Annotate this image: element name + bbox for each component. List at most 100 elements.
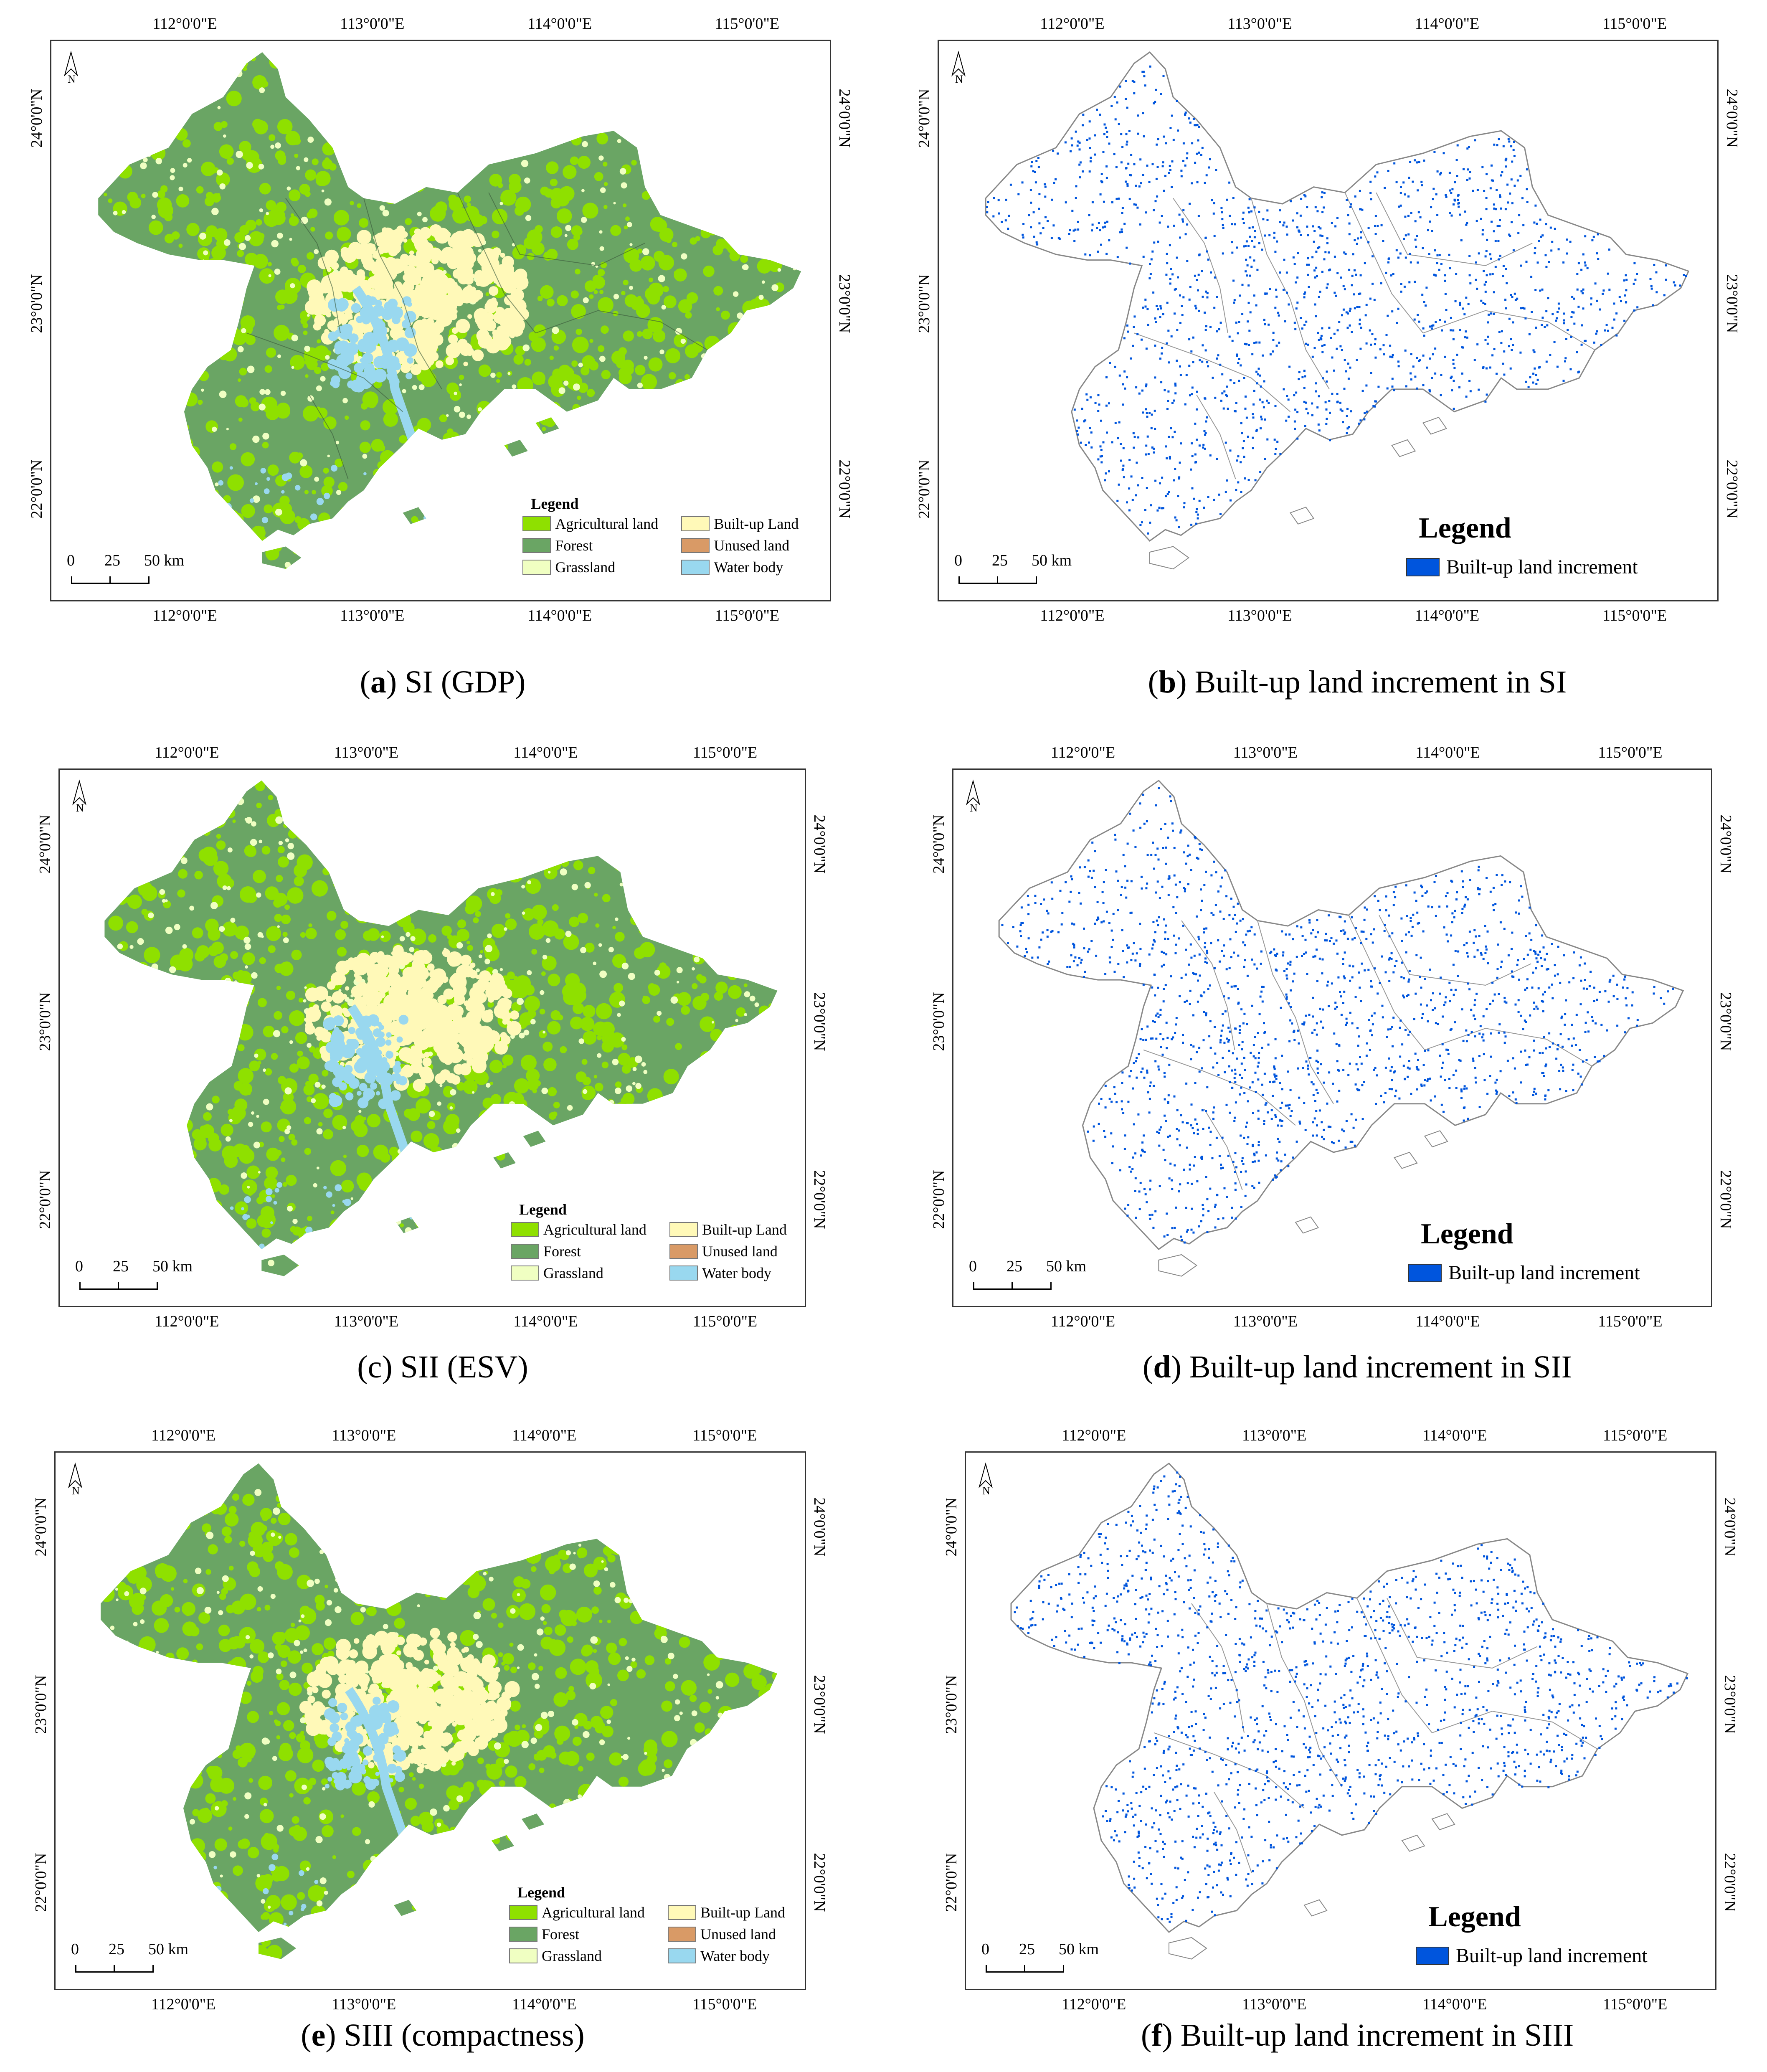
longitude-tick-label: 114°0'0"E [513,1313,578,1330]
longitude-tick-label: 112°0'0"E [1062,1996,1126,2013]
latitude-tick-label: 24°0'0"N [28,89,46,148]
legend-item: Water body [681,558,783,576]
longitude-tick-label: 114°0'0"E [1422,1427,1487,1444]
latitude-tick-label: 22°0'0"N [1717,1170,1734,1229]
panel-caption: (d) Built-up land increment in SII [1143,1349,1572,1385]
longitude-tick-label: 112°0'0"E [1040,15,1105,33]
legend-swatch [522,560,551,575]
map-frame [50,40,831,601]
latitude-tick-label: 22°0'0"N [28,459,46,519]
latitude-tick-label: 24°0'0"N [1721,1497,1739,1557]
latitude-tick-label: 22°0'0"N [1721,1853,1739,1912]
legend-item: Unused land [681,537,789,554]
latitude-tick-label: 22°0'0"N [811,1853,828,1912]
longitude-tick-label: 112°0'0"E [1062,1427,1126,1444]
longitude-tick-label: 115°0'0"E [692,1427,757,1444]
map-frame [952,768,1712,1307]
longitude-tick-label: 113°0'0"E [1227,607,1292,624]
legend-title: Legend [517,1884,565,1901]
longitude-tick-label: 115°0'0"E [1602,607,1667,624]
built-up-increment-dots [986,65,1687,535]
longitude-tick-label: 112°0'0"E [1040,607,1105,624]
legend-label: Built-up land increment [1448,1262,1640,1284]
caption-text: SIII (compactness) [336,2018,585,2053]
legend-label: Grassland [542,1948,602,1964]
longitude-tick-label: 115°0'0"E [692,744,758,761]
longitude-tick-label: 115°0'0"E [692,1313,758,1330]
legend-label: Agricultural land [555,515,659,532]
legend-item: Agricultural land [510,1221,646,1238]
legend-item: Grassland [522,558,615,576]
latitude-tick-label: 24°0'0"N [36,814,54,874]
scale-tick [109,576,111,584]
legend-label: Unused land [714,537,790,554]
longitude-tick-label: 114°0'0"E [527,607,592,624]
longitude-tick-label: 115°0'0"E [692,1996,757,2013]
longitude-tick-label: 115°0'0"E [1603,1996,1668,2013]
longitude-tick-label: 112°0'0"E [151,1427,216,1444]
longitude-tick-label: 113°0'0"E [1233,1313,1298,1330]
built-up-increment-dots [1001,787,1674,1244]
scale-tick [1063,1965,1064,1973]
legend-label: Built-up land increment [1446,556,1638,578]
legend-swatch [522,538,551,553]
scale-tick [958,576,960,584]
caption-letter: a [370,664,386,700]
scale-tick [148,576,150,584]
longitude-tick-label: 113°0'0"E [1242,1427,1307,1444]
legend-item: Unused land [668,1925,776,1943]
scale-label: 25 [104,552,120,569]
scale-tick [118,1282,119,1290]
legend-title: Legend [1421,1218,1513,1250]
latitude-tick-label: 23°0'0"N [915,274,933,333]
legend-item: Agricultural land [522,515,658,533]
legend-title: Legend [519,1201,567,1218]
latitude-tick-label: 23°0'0"N [943,1675,960,1734]
scale-label: 0 [954,552,962,569]
legend-item: Grassland [510,1264,603,1282]
scale-label: 50 km [1059,1940,1099,1958]
legend-swatch [510,1244,539,1259]
caption-text: Built-up land increment in SII [1181,1349,1572,1385]
caption-letter: b [1158,664,1176,700]
latitude-tick-label: 24°0'0"N [1717,814,1734,874]
scale-label: 25 [113,1258,129,1275]
latitude-tick-label: 24°0'0"N [1723,89,1741,148]
increment-map [998,779,1684,1277]
increment-map [985,51,1690,570]
scale-label: 0 [71,1940,79,1958]
longitude-tick-label: 114°0'0"E [512,1996,577,2013]
legend-item: Water body [668,1947,770,1965]
latitude-tick-label: 22°0'0"N [943,1853,960,1912]
scale-label: 50 km [1046,1258,1087,1275]
longitude-tick-label: 114°0'0"E [1422,1996,1487,2013]
north-label: N [72,1485,80,1497]
north-arrow-icon [948,50,969,82]
north-arrow-icon [65,1462,86,1494]
longitude-tick-label: 114°0'0"E [513,744,578,761]
legend-label: Forest [542,1926,579,1943]
north-label: N [970,802,978,814]
legend-swatch [681,538,710,553]
north-label: N [955,73,963,85]
legend-label: Agricultural land [542,1904,645,1921]
north-arrow-icon [975,1462,996,1494]
legend-label: Built-up land increment [1456,1945,1648,1967]
land-use-map [98,52,801,569]
legend-label: Unused land [700,1926,776,1943]
latitude-tick-label: 22°0'0"N [811,1170,828,1229]
latitude-tick-label: 24°0'0"N [32,1497,50,1557]
latitude-tick-label: 23°0'0"N [32,1675,50,1734]
caption-text: Built-up land increment in SI [1186,664,1567,700]
scale-label: 0 [75,1258,83,1275]
north-label: N [76,802,84,814]
longitude-tick-label: 113°0'0"E [1233,744,1298,761]
region-outline [1010,1462,1689,1933]
caption-text: SII (ESV) [392,1349,528,1385]
latitude-tick-label: 24°0'0"N [811,1497,828,1557]
latitude-tick-label: 22°0'0"N [36,1170,54,1229]
map-frame [58,768,806,1307]
scale-label: 25 [109,1940,124,1958]
legend-item: Water body [669,1264,771,1282]
latitude-tick-label: 23°0'0"N [811,1675,828,1734]
